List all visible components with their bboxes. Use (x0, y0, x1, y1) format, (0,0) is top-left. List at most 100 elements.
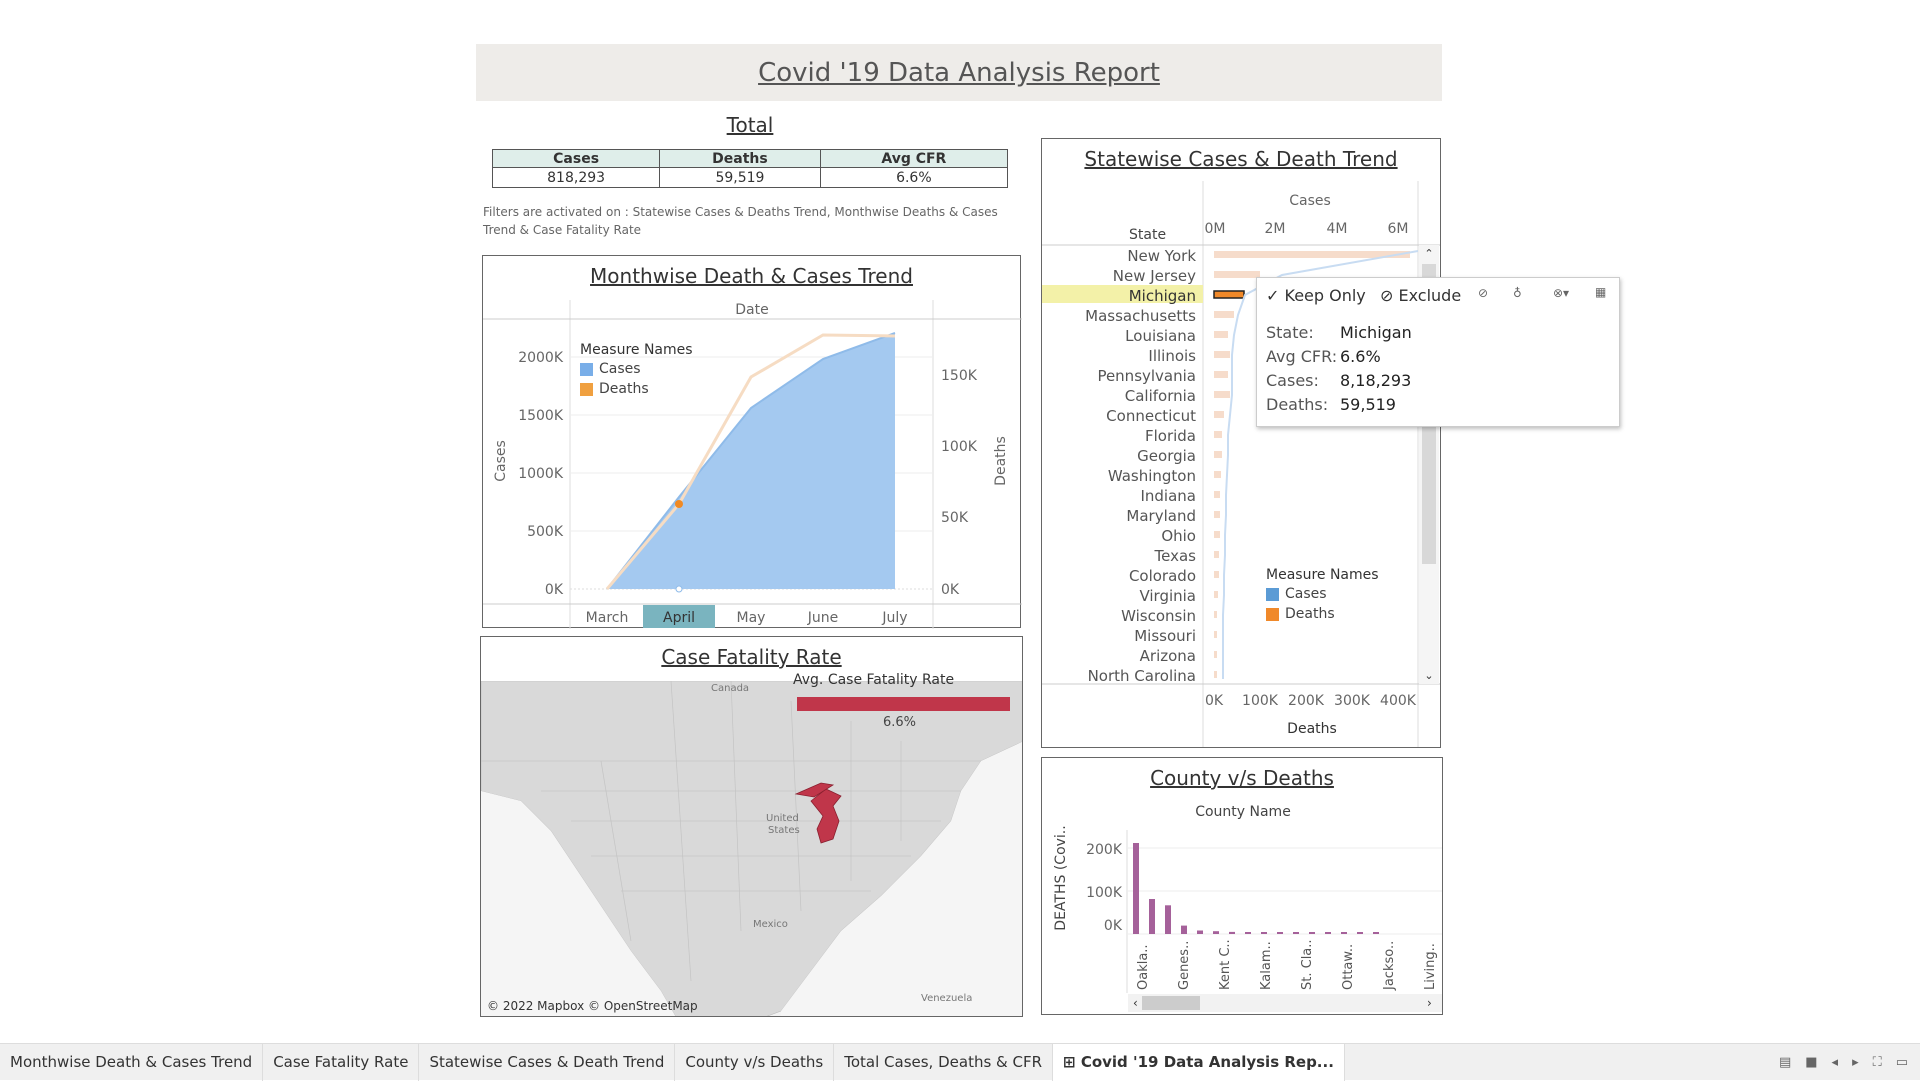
county-bar[interactable] (1197, 930, 1203, 935)
tab-monthwise[interactable]: Monthwise Death & Cases Trend (0, 1043, 264, 1081)
tab-statewise[interactable]: Statewise Cases & Death Trend (419, 1043, 676, 1081)
county-label[interactable]: Ottaw.. (1341, 944, 1356, 990)
county-bar[interactable] (1373, 932, 1379, 934)
county-bar[interactable] (1213, 931, 1219, 934)
map-attribution[interactable]: © 2022 Mapbox © OpenStreetMap (487, 999, 698, 1013)
state-bars[interactable] (1213, 251, 1410, 678)
prev-sheet-icon[interactable]: ◂ (1831, 1054, 1839, 1070)
michigan-shape[interactable] (810, 788, 842, 844)
cases-point-april[interactable] (675, 585, 683, 593)
state-label[interactable]: Louisiana (1125, 327, 1196, 345)
county-bar[interactable] (1149, 899, 1155, 934)
month-label[interactable]: March (586, 610, 629, 626)
tab-totals[interactable]: Total Cases, Deaths & CFR (834, 1043, 1054, 1081)
county-label[interactable]: St. Cla.. (1300, 939, 1315, 990)
state-label[interactable]: Connecticut (1106, 407, 1196, 425)
state-label[interactable]: Pennsylvania (1097, 367, 1196, 385)
county-bar[interactable] (1325, 932, 1331, 934)
legend-item-cases[interactable]: Cases (580, 361, 693, 377)
state-label[interactable]: Virginia (1139, 587, 1196, 605)
state-label[interactable]: New York (1127, 247, 1196, 265)
county-label[interactable]: Kent C.. (1218, 939, 1233, 990)
county-chart[interactable]: 200K 100K 0K DEATHS (Covi.. Oakla.. Genes… (1042, 758, 1443, 1015)
state-label[interactable]: Illinois (1148, 347, 1196, 365)
state-header[interactable]: State (1129, 227, 1166, 243)
tab-county[interactable]: County v/s Deaths (675, 1043, 835, 1081)
county-scroll-thumb[interactable] (1142, 996, 1200, 1010)
pin-icon[interactable]: ♁ (1513, 286, 1522, 300)
state-label[interactable]: North Carolina (1087, 667, 1196, 685)
county-label[interactable]: Genes.. (1177, 941, 1192, 990)
scroll-left-icon[interactable]: ‹ (1133, 996, 1138, 1010)
county-label[interactable]: Kalam.. (1259, 941, 1274, 990)
statewise-panel[interactable]: Statewise Cases & Death Trend Cases 0M 2… (1041, 138, 1441, 748)
month-label-selected[interactable]: April (663, 610, 695, 626)
county-bar[interactable] (1181, 925, 1187, 934)
set-icon[interactable]: ⊗▾ (1553, 286, 1570, 300)
totals-value-deaths[interactable]: 59,519 (659, 167, 821, 188)
totals-value-cases[interactable]: 818,293 (491, 167, 661, 188)
state-label[interactable]: Texas (1154, 547, 1196, 565)
state-label[interactable]: California (1124, 387, 1196, 405)
cfr-panel[interactable]: Case Fatality Rate Canada United States … (480, 636, 1023, 1017)
state-label[interactable]: Maryland (1126, 507, 1196, 525)
state-label[interactable]: Georgia (1137, 447, 1196, 465)
tab-cfr[interactable]: Case Fatality Rate (263, 1043, 420, 1081)
county-bar[interactable] (1165, 905, 1171, 934)
michigan-upper-shape[interactable] (794, 782, 835, 798)
scroll-down-icon[interactable]: ⌄ (1424, 669, 1433, 682)
state-label[interactable]: Michigan (1128, 287, 1196, 305)
county-scrollbar[interactable] (1128, 994, 1443, 1012)
state-label[interactable]: Ohio (1161, 527, 1196, 545)
fullscreen-icon[interactable]: ⛶ (1872, 1054, 1882, 1070)
county-label[interactable]: Oakla.. (1136, 944, 1151, 990)
presentation-icon[interactable]: ▭ (1895, 1054, 1908, 1070)
monthwise-chart[interactable]: Date 2000K 1500K 1000K 500K 0K 150K 100K… (483, 256, 1022, 629)
legend-item-cases[interactable]: Cases (1266, 586, 1379, 602)
totals-table[interactable]: Cases Deaths Avg CFR 818,293 59,519 6.6% (491, 149, 1009, 188)
exclude-button[interactable]: ⊘ Exclude (1380, 286, 1462, 305)
group-icon[interactable]: ⊘ (1478, 286, 1489, 300)
county-bar[interactable] (1277, 932, 1283, 934)
tab-dashboard[interactable]: ⊞ Covid '19 Data Analysis Rep... (1053, 1043, 1345, 1081)
county-bar[interactable] (1357, 932, 1363, 934)
sheet-sorter-icon[interactable]: ■ (1805, 1054, 1818, 1070)
county-bar[interactable] (1133, 843, 1139, 934)
cases-area[interactable] (607, 333, 895, 589)
county-label[interactable]: Living.. (1423, 943, 1438, 990)
next-sheet-icon[interactable]: ▸ (1852, 1054, 1859, 1070)
county-label[interactable]: Jackso.. (1382, 941, 1397, 991)
legend-item-deaths[interactable]: Deaths (580, 381, 693, 397)
month-label[interactable]: June (807, 610, 839, 626)
county-bar[interactable] (1309, 932, 1315, 934)
state-label[interactable]: Arizona (1139, 647, 1196, 665)
cfr-map[interactable]: Canada United States Mexico Venezuela Co… (481, 681, 1023, 1017)
state-label[interactable]: Wisconsin (1121, 607, 1196, 625)
county-bar[interactable] (1245, 932, 1251, 934)
cases-line[interactable] (606, 332, 896, 590)
county-bar[interactable] (1341, 932, 1347, 934)
totals-value-cfr[interactable]: 6.6% (819, 167, 1009, 188)
scroll-up-icon[interactable]: ⌃ (1424, 247, 1433, 260)
month-label[interactable]: July (881, 610, 907, 626)
state-label[interactable]: New Jersey (1112, 267, 1196, 285)
county-bar[interactable] (1229, 931, 1235, 934)
state-label[interactable]: Massachusetts (1085, 307, 1196, 325)
month-label[interactable]: May (737, 610, 766, 626)
deaths-line[interactable] (605, 333, 896, 590)
county-bar[interactable] (1293, 932, 1299, 934)
state-label[interactable]: Indiana (1140, 487, 1196, 505)
state-label[interactable]: Washington (1107, 467, 1196, 485)
state-label[interactable]: Missouri (1134, 627, 1196, 645)
monthwise-panel[interactable]: Monthwise Death & Cases Trend Date 2000K… (482, 255, 1022, 629)
view-data-icon[interactable]: ▦ (1595, 285, 1607, 299)
legend-item-deaths[interactable]: Deaths (1266, 606, 1379, 622)
filmstrip-icon[interactable]: ▤ (1778, 1054, 1792, 1070)
keep-only-button[interactable]: ✓ Keep Only (1266, 286, 1366, 305)
county-panel[interactable]: County v/s Deaths County Name 200K 100K … (1041, 757, 1443, 1015)
scroll-right-icon[interactable]: › (1427, 996, 1432, 1010)
state-label[interactable]: Florida (1144, 427, 1196, 445)
county-bar[interactable] (1261, 932, 1267, 934)
deaths-point-april[interactable] (675, 500, 683, 508)
deaths-line[interactable] (1222, 250, 1419, 679)
